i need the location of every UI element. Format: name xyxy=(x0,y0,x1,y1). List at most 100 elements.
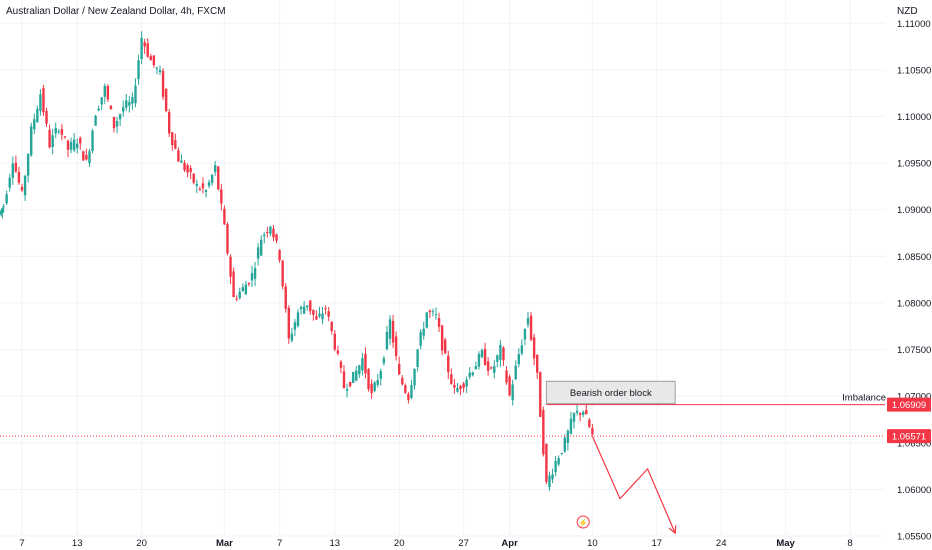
projection-arrowhead xyxy=(668,525,677,535)
imbalance-label: Imbalance xyxy=(842,393,886,404)
candle-body xyxy=(440,325,444,351)
candle-body xyxy=(26,153,30,176)
candle-body xyxy=(8,177,11,188)
imbalance-price-tag: 1.06909 xyxy=(892,400,926,411)
candle-body xyxy=(398,364,401,375)
candle-body xyxy=(431,311,435,313)
candle-body xyxy=(122,107,125,112)
candle-body xyxy=(17,171,21,183)
candle-body xyxy=(14,162,18,172)
candle-body xyxy=(134,85,137,104)
candle-body xyxy=(97,108,100,111)
x-tick-label: 24 xyxy=(716,538,727,549)
x-tick-label: 10 xyxy=(587,538,598,549)
candle-body xyxy=(103,85,106,97)
candle-body xyxy=(382,358,386,364)
candle-body xyxy=(499,344,502,360)
candle-body xyxy=(578,413,582,415)
candle-body xyxy=(493,366,496,373)
candle-body xyxy=(281,260,284,287)
candle-body xyxy=(180,160,183,163)
order-block-zone xyxy=(545,380,676,405)
candle-body xyxy=(517,354,520,365)
candle-body xyxy=(293,322,297,330)
y-tick-label: 1.05500 xyxy=(897,532,931,543)
candle-body xyxy=(529,315,533,340)
candle-body xyxy=(198,188,202,190)
candle-body xyxy=(39,94,42,111)
candle-body xyxy=(91,130,94,151)
candle-body xyxy=(146,43,149,57)
candle-body xyxy=(404,385,407,393)
chart-title: Australian Dollar / New Zealand Dollar, … xyxy=(6,6,226,17)
candle-body xyxy=(302,306,306,314)
candle-body xyxy=(20,187,24,191)
candle-body xyxy=(33,119,36,130)
candle-body xyxy=(468,372,471,377)
candle-body xyxy=(266,231,269,233)
candle-body xyxy=(201,183,205,189)
candle-body xyxy=(1,208,4,212)
candle-body xyxy=(299,307,303,310)
candle-body xyxy=(563,437,566,452)
candle-body xyxy=(186,165,189,173)
candle-body xyxy=(118,114,122,120)
candle-body xyxy=(367,369,370,390)
candle-body xyxy=(214,165,217,172)
candle-body xyxy=(140,37,143,60)
candle-body xyxy=(557,458,560,465)
candle-body xyxy=(456,388,459,392)
imbalance-price-tag-bg xyxy=(887,397,931,412)
candle-body xyxy=(523,328,527,340)
candle-body xyxy=(94,115,97,126)
event-marker-icon xyxy=(576,515,590,529)
candle-body xyxy=(2,206,5,208)
candle-body xyxy=(149,56,152,61)
candle-body xyxy=(532,337,536,359)
candle-body xyxy=(462,383,465,388)
candle-body xyxy=(158,70,162,73)
x-tick-label: 27 xyxy=(458,538,469,549)
candle-body xyxy=(342,371,346,389)
candle-body xyxy=(238,291,241,299)
candle-body xyxy=(572,412,576,422)
x-tick-label: 7 xyxy=(19,538,24,549)
y-tick-label: 1.08000 xyxy=(897,298,931,309)
order-block-label: Bearish order block xyxy=(570,388,652,399)
candle-body xyxy=(168,112,171,134)
candle-body xyxy=(444,339,447,354)
x-tick-label: 20 xyxy=(394,538,405,549)
candle-body xyxy=(66,140,70,150)
y-tick-label: 1.11000 xyxy=(897,19,931,30)
candle-body xyxy=(376,379,379,385)
candle-body xyxy=(106,86,110,100)
candle-body xyxy=(226,224,229,254)
candle-body xyxy=(260,239,263,256)
candle-body xyxy=(480,350,484,358)
y-tick-label: 1.08500 xyxy=(897,252,931,263)
candle-body xyxy=(428,310,432,313)
candle-body xyxy=(391,320,395,343)
candle-body xyxy=(419,332,422,346)
candle-body xyxy=(474,366,478,370)
candle-body xyxy=(287,307,290,339)
y-tick-label: 1.07500 xyxy=(897,345,931,356)
candle-body xyxy=(36,108,39,123)
candle-body xyxy=(204,190,208,193)
x-tick-label: 20 xyxy=(136,538,147,549)
y-tick-label: 1.06500 xyxy=(897,438,931,449)
candle-body xyxy=(82,151,85,161)
candle-body xyxy=(520,345,524,354)
candle-body xyxy=(161,70,165,97)
candle-body xyxy=(483,348,487,366)
candle-body xyxy=(210,174,214,183)
candle-body xyxy=(422,328,425,336)
candle-body xyxy=(588,419,591,428)
candle-body xyxy=(253,268,257,279)
candle-body xyxy=(69,141,73,150)
candle-body xyxy=(45,110,48,124)
x-tick-label: 8 xyxy=(847,538,852,549)
candle-body xyxy=(447,355,450,373)
